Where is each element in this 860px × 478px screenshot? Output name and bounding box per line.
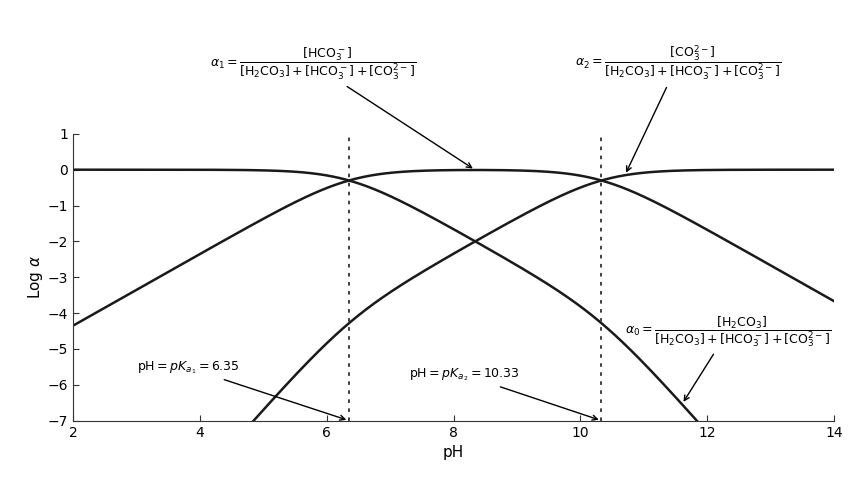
Text: $\alpha_1 = \dfrac{[\mathrm{HCO_3^-}]}{[\mathrm{H_2CO_3}]+[\mathrm{HCO_3^-}]+[\m: $\alpha_1 = \dfrac{[\mathrm{HCO_3^-}]}{[…: [210, 46, 471, 168]
X-axis label: pH: pH: [443, 445, 464, 460]
Text: $\alpha_2 = \dfrac{[\mathrm{CO_3^{2-}}]}{[\mathrm{H_2CO_3}]+[\mathrm{HCO_3^-}]+[: $\alpha_2 = \dfrac{[\mathrm{CO_3^{2-}}]}…: [575, 43, 781, 171]
Text: $\alpha_0 = \dfrac{[\mathrm{H_2CO_3}]}{[\mathrm{H_2CO_3}]+[\mathrm{HCO_3^-}]+[\m: $\alpha_0 = \dfrac{[\mathrm{H_2CO_3}]}{[…: [624, 315, 831, 401]
Text: $\mathrm{pH} = p\mathit{K}_{a_2} = 10.33$: $\mathrm{pH} = p\mathit{K}_{a_2} = 10.33…: [409, 367, 598, 420]
Y-axis label: Log $\alpha$: Log $\alpha$: [26, 255, 45, 299]
Text: $\mathrm{pH} = p\mathit{K}_{a_1} = 6.35$: $\mathrm{pH} = p\mathit{K}_{a_1} = 6.35$: [137, 359, 345, 420]
